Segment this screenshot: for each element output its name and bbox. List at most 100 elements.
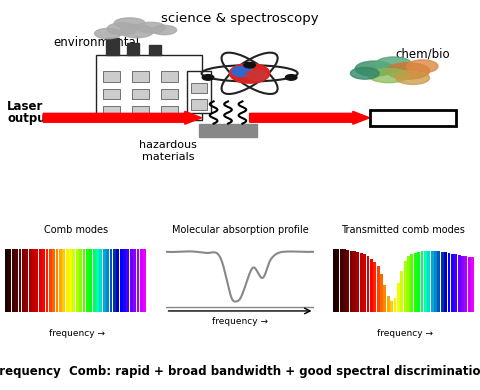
Bar	[417, 252, 420, 312]
Title: Molecular absorption profile: Molecular absorption profile	[172, 225, 308, 235]
Bar	[373, 262, 376, 312]
Bar	[424, 250, 427, 312]
Bar	[136, 249, 139, 312]
Bar	[36, 249, 38, 312]
Bar	[471, 257, 474, 312]
Bar	[9, 249, 12, 312]
Bar	[353, 251, 356, 312]
Bar	[96, 55, 202, 120]
Bar	[89, 249, 92, 312]
Ellipse shape	[120, 25, 154, 38]
Text: Detector: Detector	[382, 111, 444, 124]
Ellipse shape	[375, 57, 411, 71]
Bar	[62, 249, 65, 312]
Bar	[49, 249, 52, 312]
Bar	[434, 250, 437, 312]
Bar	[427, 250, 430, 312]
Text: Laser: Laser	[7, 100, 44, 113]
Bar	[397, 284, 400, 312]
Bar	[457, 255, 460, 312]
Bar	[79, 249, 82, 312]
Text: frequency →: frequency →	[377, 329, 433, 338]
Ellipse shape	[369, 69, 409, 83]
Ellipse shape	[350, 67, 379, 79]
Bar	[42, 249, 45, 312]
Bar	[441, 252, 444, 312]
Ellipse shape	[152, 25, 177, 35]
Bar	[106, 38, 119, 55]
Bar	[384, 285, 386, 312]
Bar	[130, 249, 132, 312]
Ellipse shape	[137, 22, 166, 33]
Bar	[22, 249, 25, 312]
Bar	[76, 249, 79, 312]
Bar	[161, 89, 178, 99]
Ellipse shape	[355, 61, 394, 76]
Circle shape	[229, 64, 270, 83]
Bar	[461, 255, 464, 312]
Bar	[120, 249, 122, 312]
Bar	[86, 249, 89, 312]
Bar	[116, 249, 119, 312]
Title: Transmitted comb modes: Transmitted comb modes	[341, 225, 466, 235]
Bar	[444, 252, 447, 312]
Bar	[367, 256, 370, 312]
Bar	[149, 45, 161, 55]
Bar	[431, 250, 433, 312]
Bar	[32, 249, 35, 312]
Bar	[103, 71, 120, 82]
Bar	[187, 71, 211, 113]
Bar	[96, 249, 99, 312]
Text: environmental: environmental	[53, 36, 139, 49]
Bar	[72, 249, 75, 312]
Text: materials: materials	[142, 152, 194, 162]
Bar	[347, 250, 349, 312]
Circle shape	[244, 62, 255, 68]
Bar	[343, 249, 346, 312]
Bar	[25, 249, 28, 312]
Text: frequency →: frequency →	[212, 317, 268, 326]
Bar	[400, 271, 403, 312]
Bar	[464, 256, 467, 312]
Bar	[394, 298, 396, 312]
Bar	[407, 256, 410, 312]
Bar	[420, 251, 423, 312]
Bar	[199, 124, 257, 136]
Bar	[103, 89, 120, 99]
Bar	[390, 301, 393, 312]
Ellipse shape	[107, 23, 138, 35]
Circle shape	[286, 74, 297, 80]
Bar	[132, 71, 149, 82]
Text: science & spectroscopy: science & spectroscopy	[161, 12, 319, 25]
Circle shape	[202, 74, 214, 80]
Bar	[468, 257, 470, 312]
Text: chem/bio: chem/bio	[395, 48, 450, 60]
Bar	[29, 249, 32, 312]
Bar	[370, 259, 373, 312]
Bar	[59, 249, 62, 312]
Bar	[363, 254, 366, 312]
Circle shape	[246, 70, 267, 80]
Bar	[357, 252, 360, 312]
Bar	[451, 254, 454, 312]
FancyArrow shape	[250, 112, 370, 124]
Circle shape	[232, 66, 253, 76]
Ellipse shape	[95, 28, 121, 39]
Ellipse shape	[114, 18, 145, 28]
Bar	[5, 249, 8, 312]
Bar	[161, 106, 178, 117]
Bar	[447, 253, 450, 312]
Bar	[161, 71, 178, 82]
Bar	[132, 89, 149, 99]
Bar	[191, 99, 207, 110]
Bar	[437, 251, 440, 312]
FancyArrow shape	[43, 112, 202, 124]
Bar	[360, 253, 363, 312]
Bar	[52, 249, 55, 312]
Ellipse shape	[407, 60, 438, 73]
Bar	[380, 274, 383, 312]
Bar	[377, 266, 380, 312]
Bar	[133, 249, 136, 312]
Bar	[410, 254, 413, 312]
Bar	[144, 249, 146, 312]
